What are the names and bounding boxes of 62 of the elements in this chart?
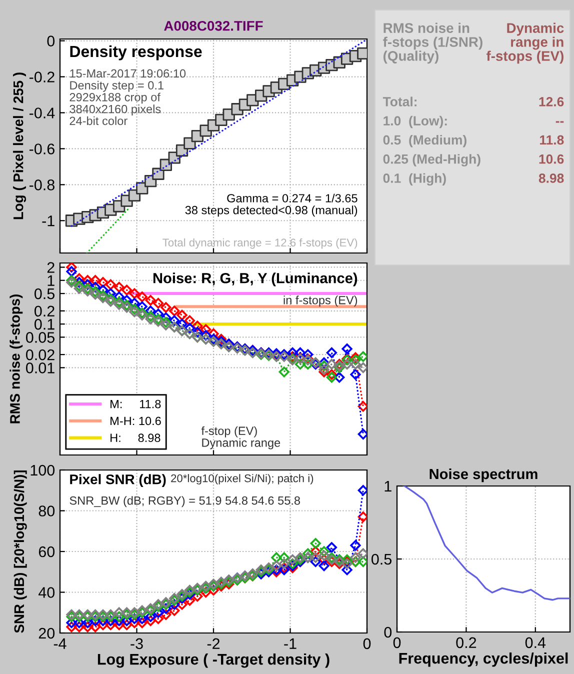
- x-tick-label: -1: [284, 638, 296, 649]
- chart-title: Noise spectrum: [430, 468, 538, 482]
- chart-title: A008C032.TIFF: [164, 20, 263, 31]
- annotation: f-stop (EV) Dynamic range: [201, 426, 280, 450]
- text: 10.6: [539, 154, 564, 164]
- legend-label: M-H: 10.6: [110, 416, 161, 426]
- x-axis-title: Frequency, cycles/pixel: [399, 652, 568, 667]
- annotation: SNR_BW (dB; RGBY) = 51.9 54.8 54.6 55.8: [70, 496, 300, 508]
- text: RMS noise in f-stops (1/SNR) (Quality): [383, 22, 482, 64]
- y-tick-label: 60: [38, 546, 55, 558]
- x-tick-label: -4: [54, 638, 66, 649]
- annotation: Total dynamic range = 12.6 f-stops (EV): [162, 238, 358, 249]
- legend-label: H: 8.98: [110, 434, 160, 442]
- text: 0.5 (Medium): [383, 134, 466, 148]
- text: Noise: R, G, B, Y (Luminance): [153, 272, 358, 286]
- text: 11.8: [540, 135, 564, 145]
- x-tick-label: 0: [393, 637, 401, 648]
- y-tick-label: 0.5: [34, 288, 54, 300]
- y-tick-label: 40: [38, 587, 55, 598]
- y-tick-label: 100: [30, 464, 55, 476]
- text: 0.25 (Med-High): [383, 154, 480, 166]
- y-tick-label: 0.02: [26, 349, 54, 360]
- annotation: in f-stops (EV): [284, 296, 358, 307]
- x-tick-label: -3: [130, 638, 143, 650]
- y-tick-label: 1: [384, 481, 392, 492]
- y-axis-title: RMS noise (f-stops): [10, 294, 23, 424]
- y-tick-label: 0: [47, 36, 55, 46]
- annotation: 20*log10(pixel Si/Ni); patch i): [171, 474, 314, 484]
- x-tick-label: -2: [207, 638, 220, 649]
- chart-title: Pixel SNR (dB): [70, 474, 166, 488]
- text: 8.98: [538, 174, 564, 183]
- y-tick-label: 0.1: [34, 318, 54, 330]
- y-tick-label: 0.01: [26, 362, 54, 374]
- y-tick-label: -0.4: [29, 108, 55, 118]
- x-tick-label: 0.2: [456, 637, 476, 648]
- text: Total:: [382, 96, 416, 106]
- annotation: Gamma = 0.274 = 1/3.65 38 steps detected<0.98 (manual): [185, 194, 358, 217]
- y-tick-label: -0.6: [29, 144, 54, 154]
- legend-label: M: 11.8: [110, 400, 161, 408]
- text: Dynamic range in f-stops (EV): [486, 22, 564, 64]
- y-tick-label: 1: [48, 275, 54, 286]
- annotation: 15-Mar-2017 19:06:10 Density step = 0.1 2929x188 crop of 3840x2160 pixels 24-bit color: [70, 69, 186, 126]
- y-tick-label: 0.5: [372, 554, 392, 565]
- y-tick-label: -0.2: [29, 72, 54, 82]
- y-tick-label: 20: [38, 628, 55, 639]
- text: 1.0 (Low):: [384, 116, 447, 128]
- text: 0.1 (High): [383, 173, 446, 186]
- y-tick-label: 2: [47, 262, 54, 273]
- y-tick-label: 0.05: [26, 332, 54, 343]
- text: --: [556, 121, 564, 123]
- x-axis-title: Log Exposure ( -Target density ): [98, 653, 330, 668]
- y-tick-label: 0: [384, 626, 392, 638]
- y-tick-label: -0.8: [29, 180, 54, 190]
- chart-subtitle: Density response: [70, 45, 202, 60]
- y-axis-title: SNR (dB) [20*log10(S/N)]: [14, 470, 27, 633]
- text: 12.6: [539, 97, 564, 106]
- x-tick-label: 0.4: [525, 637, 546, 648]
- y-axis-title: Log ( Pixel level / 255 ): [13, 72, 26, 220]
- y-tick-label: 80: [38, 506, 55, 516]
- y-tick-label: 0.2: [34, 306, 54, 317]
- y-tick-label: -1: [42, 216, 54, 226]
- x-tick-label: 0: [363, 638, 371, 650]
